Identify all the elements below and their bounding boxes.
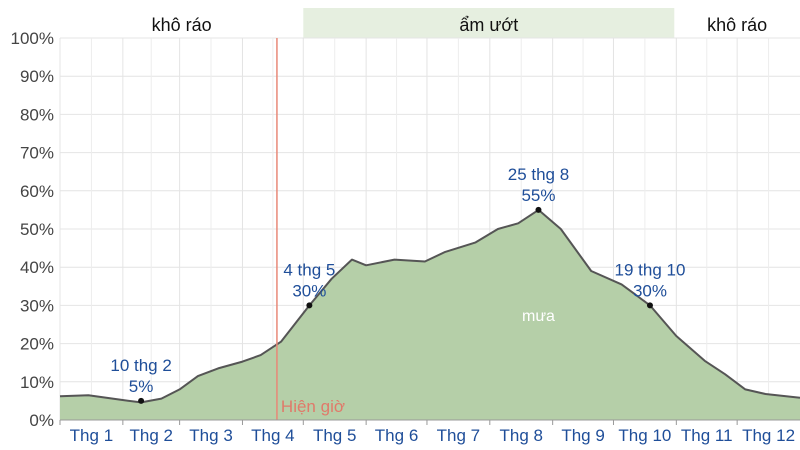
x-tick-label: Thg 2 <box>129 426 172 445</box>
annotation-point <box>306 302 313 309</box>
season-label: ẩm ướt <box>459 15 518 35</box>
series-label: mưa <box>522 308 555 325</box>
annotation-point <box>535 206 542 213</box>
annotation-date: 19 thg 10 <box>615 260 686 279</box>
y-tick-label: 40% <box>20 258 54 277</box>
series-line <box>59 208 800 404</box>
x-tick-label: Thg 6 <box>375 426 418 445</box>
x-tick-label: Thg 1 <box>70 426 113 445</box>
y-tick-label: 30% <box>20 296 54 315</box>
annotation-date: 25 thg 8 <box>508 165 569 184</box>
annotation-date: 10 thg 2 <box>110 356 171 375</box>
season-label: khô ráo <box>152 15 212 35</box>
now-marker-label: Hiện giờ <box>281 397 345 416</box>
x-tick-label: Thg 11 <box>681 426 733 445</box>
season-bands: khô ráo ẩm ướt khô ráo <box>152 8 767 38</box>
series-area-fill <box>60 209 800 420</box>
y-tick-label: 80% <box>20 105 54 124</box>
annotations: 10 thg 2 5% 4 thg 5 30% 25 thg 8 55% 19 thg 10… <box>110 165 685 404</box>
y-tick-label: 60% <box>20 182 54 201</box>
y-tick-label: 0% <box>29 411 54 430</box>
x-tick-label: Thg 5 <box>313 426 356 445</box>
x-tick-label: Thg 4 <box>251 426 294 445</box>
annotation-point <box>646 302 653 309</box>
y-tick-label: 70% <box>20 144 54 163</box>
y-tick-label: 90% <box>20 67 54 86</box>
annotation-value: 30% <box>633 281 667 300</box>
now-marker: Hiện giờ <box>276 38 345 420</box>
annotation-date: 4 thg 5 <box>283 260 335 279</box>
annotation-value: 30% <box>292 281 326 300</box>
x-tick-label: Thg 8 <box>499 426 542 445</box>
annotation-point <box>138 397 145 404</box>
annotation-value: 55% <box>521 186 555 205</box>
x-tick-label: Thg 7 <box>437 426 480 445</box>
y-tick-label: 50% <box>20 220 54 239</box>
season-label: khô ráo <box>707 15 767 35</box>
x-tick-label: Thg 10 <box>618 426 671 445</box>
y-tick-label: 20% <box>20 335 54 354</box>
x-tick-label: Thg 9 <box>561 426 604 445</box>
y-tick-label: 100% <box>11 29 54 48</box>
annotation-value: 5% <box>129 377 154 396</box>
axes: 0% 10% 20% 30% 40% 50% 60% 70% 80% 90% 100% Thg 1 Th… <box>11 29 800 445</box>
y-tick-label: 10% <box>20 373 54 392</box>
x-tick-label: Thg 3 <box>189 426 232 445</box>
season-band <box>303 8 675 38</box>
series-area: mưa <box>59 208 800 420</box>
x-tick-label: Thg 12 <box>742 426 795 445</box>
